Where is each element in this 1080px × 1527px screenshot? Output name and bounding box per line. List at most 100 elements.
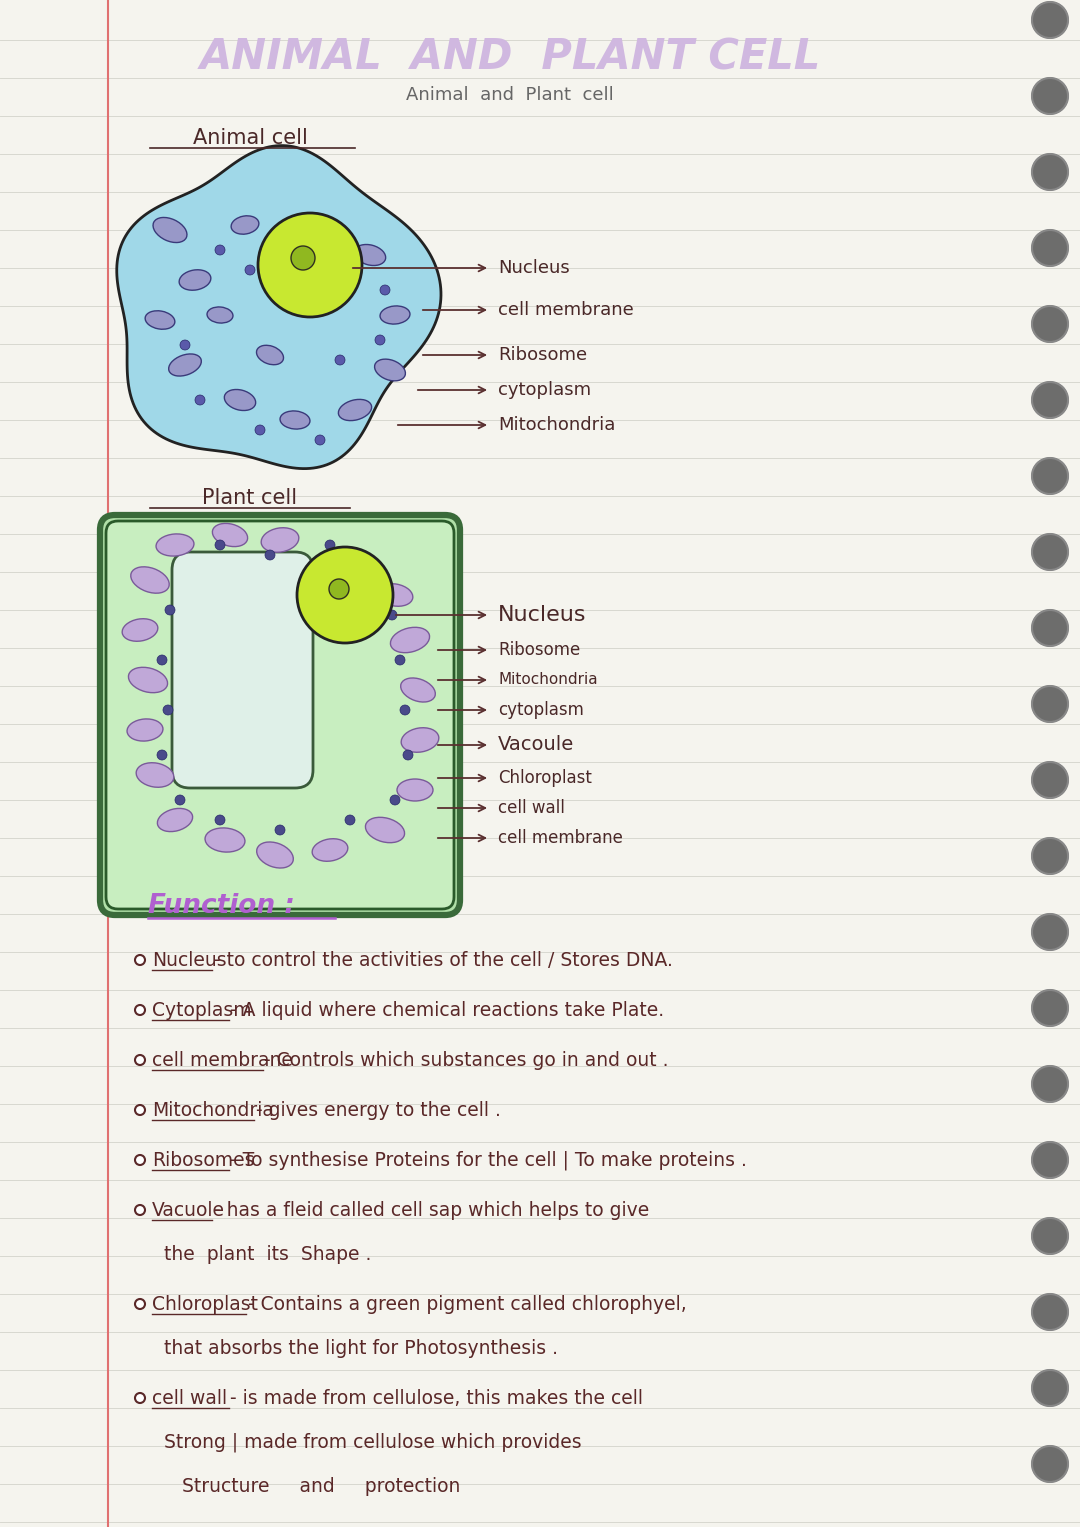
Circle shape [1032, 1219, 1068, 1254]
Circle shape [297, 547, 393, 643]
Text: - to control the activities of the cell / Stores DNA.: - to control the activities of the cell … [214, 950, 673, 970]
Ellipse shape [156, 534, 194, 556]
Circle shape [1032, 989, 1068, 1026]
FancyBboxPatch shape [172, 551, 313, 788]
Ellipse shape [168, 354, 201, 376]
Ellipse shape [205, 828, 245, 852]
FancyBboxPatch shape [106, 521, 454, 909]
Text: Ribosome: Ribosome [498, 641, 580, 660]
Circle shape [285, 295, 295, 305]
Circle shape [400, 705, 410, 715]
Circle shape [175, 796, 185, 805]
Ellipse shape [122, 618, 158, 641]
Circle shape [163, 705, 173, 715]
Ellipse shape [338, 400, 372, 420]
Circle shape [1032, 1446, 1068, 1483]
Circle shape [1032, 305, 1068, 342]
Circle shape [135, 1154, 145, 1165]
Circle shape [325, 235, 335, 244]
Circle shape [329, 579, 349, 599]
Circle shape [1032, 915, 1068, 950]
Text: that absorbs the light for Photosynthesis .: that absorbs the light for Photosynthesi… [152, 1339, 558, 1358]
Circle shape [1032, 762, 1068, 799]
Circle shape [1032, 609, 1068, 646]
Circle shape [387, 609, 397, 620]
Text: Animal  and  Plant  cell: Animal and Plant cell [406, 86, 613, 104]
Text: Chloroplast: Chloroplast [498, 770, 592, 786]
Text: - Controls which substances go in and out .: - Controls which substances go in and ou… [265, 1051, 669, 1069]
Circle shape [1032, 1066, 1068, 1102]
Circle shape [165, 605, 175, 615]
Circle shape [1032, 838, 1068, 873]
Text: Animal cell: Animal cell [192, 128, 308, 148]
Circle shape [1032, 382, 1068, 418]
Circle shape [335, 354, 345, 365]
FancyBboxPatch shape [100, 515, 460, 915]
Circle shape [1032, 231, 1068, 266]
Text: cytoplasm: cytoplasm [498, 382, 591, 399]
Text: Mitochondria: Mitochondria [498, 672, 597, 687]
Circle shape [1032, 2, 1068, 38]
Text: cell membrane: cell membrane [498, 301, 634, 319]
Text: Mitochondria: Mitochondria [152, 1101, 274, 1119]
Circle shape [345, 815, 355, 825]
Circle shape [1032, 686, 1068, 722]
Circle shape [380, 286, 390, 295]
Ellipse shape [397, 779, 433, 802]
Text: Ribosome: Ribosome [498, 347, 588, 363]
Text: ANIMAL  AND  PLANT CELL: ANIMAL AND PLANT CELL [200, 37, 821, 79]
Text: Nucleus: Nucleus [498, 605, 586, 625]
Ellipse shape [256, 345, 284, 365]
Ellipse shape [354, 244, 386, 266]
Text: Ribosomes: Ribosomes [152, 1150, 255, 1170]
Circle shape [215, 815, 225, 825]
Ellipse shape [380, 305, 410, 324]
Text: Nucleus: Nucleus [498, 260, 570, 276]
Text: cell wall: cell wall [498, 799, 565, 817]
Circle shape [395, 655, 405, 664]
Ellipse shape [225, 389, 256, 411]
Circle shape [135, 1005, 145, 1015]
Circle shape [245, 266, 255, 275]
Text: cell wall: cell wall [152, 1388, 227, 1408]
Circle shape [375, 334, 384, 345]
Ellipse shape [207, 307, 233, 324]
Ellipse shape [365, 817, 405, 843]
Text: Chloroplast: Chloroplast [152, 1295, 258, 1313]
Ellipse shape [318, 287, 342, 304]
Circle shape [315, 435, 325, 444]
Circle shape [180, 341, 190, 350]
Ellipse shape [375, 359, 405, 380]
Ellipse shape [145, 312, 175, 330]
Circle shape [157, 655, 167, 664]
Ellipse shape [153, 217, 187, 243]
Text: Structure     and     protection: Structure and protection [152, 1477, 460, 1495]
Text: - Contains a green pigment called chlorophyel,: - Contains a green pigment called chloro… [247, 1295, 686, 1313]
Text: cell membrane: cell membrane [152, 1051, 293, 1069]
Circle shape [135, 1106, 145, 1115]
Circle shape [135, 954, 145, 965]
Ellipse shape [136, 762, 174, 788]
Ellipse shape [257, 841, 294, 867]
Circle shape [1032, 458, 1068, 495]
Text: cytoplasm: cytoplasm [498, 701, 584, 719]
Text: Plant cell: Plant cell [202, 489, 298, 508]
Text: Function :: Function : [148, 893, 295, 919]
Ellipse shape [391, 628, 430, 652]
Circle shape [265, 550, 275, 560]
Ellipse shape [261, 528, 299, 553]
Circle shape [1032, 1142, 1068, 1177]
Text: Cytoplasm: Cytoplasm [152, 1000, 252, 1020]
Text: - has a fleid called cell sap which helps to give: - has a fleid called cell sap which help… [214, 1200, 649, 1220]
Ellipse shape [127, 719, 163, 741]
Circle shape [1032, 1370, 1068, 1406]
Circle shape [157, 750, 167, 760]
Circle shape [325, 541, 335, 550]
Circle shape [275, 825, 285, 835]
Text: Nucleus: Nucleus [152, 950, 227, 970]
Text: - To synthesise Proteins for the cell | To make proteins .: - To synthesise Proteins for the cell | … [230, 1150, 747, 1170]
Text: Mitochondria: Mitochondria [498, 415, 616, 434]
Circle shape [1032, 78, 1068, 115]
Ellipse shape [231, 215, 259, 234]
Circle shape [291, 246, 315, 270]
